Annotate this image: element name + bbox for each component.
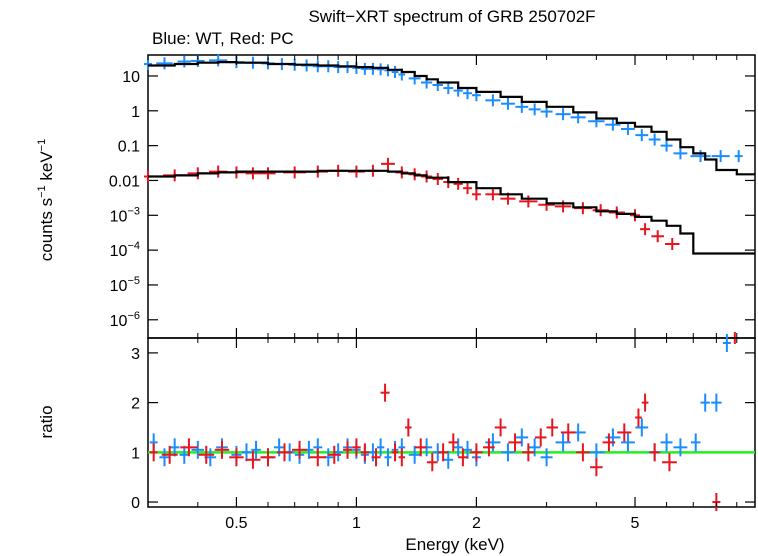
ratio-frame [147, 337, 756, 508]
spectrum-y-axis-label: counts s−1 keV−1 [36, 139, 56, 261]
ratio-y-tick-label: 2 [131, 396, 140, 413]
ratio-panel: 0 1 2 3 [131, 333, 756, 512]
model-curve [148, 61, 755, 176]
spectrum-frame [147, 54, 756, 339]
spectrum-y-tick-label: 0.1 [118, 139, 140, 156]
x-axis-label: Energy (keV) [405, 535, 504, 554]
chart-title: Swift−XRT spectrum of GRB 250702F [308, 7, 595, 26]
x-axis-ticks: 0.5 1 2 5 [147, 55, 738, 532]
x-tick-label: 5 [631, 515, 640, 532]
ratio-y-tick-label: 3 [131, 346, 140, 363]
chart-subtitle: Blue: WT, Red: PC [152, 29, 294, 48]
spectrum-panel: 10 1 0.1 0.01 10−3 10−4 10−5 10−6 [109, 54, 756, 344]
spectrum-y-tick-label: 1 [131, 104, 140, 121]
spectrum-y-tick-label: 10 [122, 69, 140, 86]
x-tick-label: 1 [352, 515, 361, 532]
spectrum-y-tick-label: 10−3 [110, 205, 140, 225]
x-tick-label: 2 [472, 515, 481, 532]
ratio-y-axis-label: ratio [37, 405, 56, 438]
model-curve [148, 169, 755, 255]
spectrum-y-tick-label: 10−4 [110, 240, 140, 260]
ratio-y-tick-label: 1 [131, 445, 140, 462]
spectrum-y-tick-label: 10−5 [110, 275, 140, 295]
spectrum-y-tick-label: 0.01 [109, 173, 140, 190]
ratio-y-tick-label: 0 [131, 495, 140, 512]
spectrum-y-tick-label: 10−6 [110, 310, 140, 330]
x-tick-label: 0.5 [225, 515, 247, 532]
